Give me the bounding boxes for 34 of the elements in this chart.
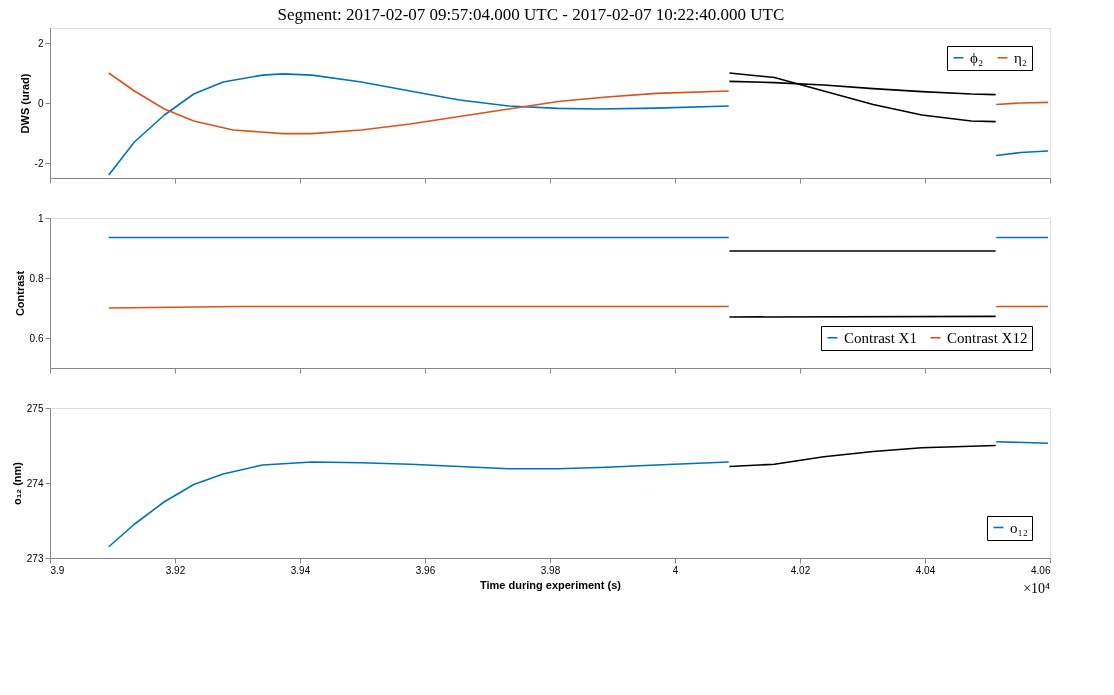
- y-tick-label: 0.8: [29, 272, 44, 284]
- x-axis-title: Time during experiment (s): [480, 578, 622, 591]
- x-tick-label: 4.04: [915, 564, 936, 576]
- line-series: [107, 73, 730, 176]
- x-tick-label: 4.06: [1031, 564, 1051, 576]
- x-tick-label: 3.92: [165, 564, 186, 576]
- y-tick-label: 274: [26, 477, 44, 489]
- text: ×10⁴: [1023, 581, 1051, 596]
- y-axis-title: Contrast: [13, 270, 26, 317]
- legend-label: Contrast X1: [844, 329, 917, 346]
- line-series: [728, 72, 997, 123]
- x-tick-label: 3.98: [540, 564, 561, 576]
- y-axis-title: o₁₂ (nm): [10, 461, 23, 506]
- y-tick-label: 0.6: [29, 332, 44, 344]
- y-tick-label: -2: [34, 157, 44, 169]
- x-tick-label: 3.94: [290, 564, 311, 576]
- y-tick-label: 273: [26, 552, 44, 564]
- line-series: [728, 444, 997, 468]
- legend-label: o₁₂: [1010, 519, 1028, 536]
- x-tick-label: 3.9: [50, 564, 65, 576]
- x-tick-label: 3.96: [415, 564, 436, 576]
- line-series: [107, 72, 730, 135]
- chart-title: Segment: 2017-02-07 09:57:04.000 UTC - 2017-02-07 10:22:40.000 UTC: [277, 4, 785, 24]
- y-axis-title: DWS (urad): [18, 73, 31, 134]
- legend-label: ϕ₂: [970, 49, 984, 66]
- x-tick-label: 4.02: [790, 564, 811, 576]
- y-tick-label: 275: [26, 402, 44, 414]
- x-tick-label: 4: [672, 564, 679, 576]
- legend-label: Contrast X12: [947, 329, 1028, 346]
- y-tick-label: 1: [37, 212, 44, 224]
- y-tick-label: 2: [37, 37, 44, 49]
- line-series: [107, 461, 730, 548]
- y-tick-label: 0: [37, 97, 44, 109]
- legend-label: η₂: [1014, 49, 1028, 66]
